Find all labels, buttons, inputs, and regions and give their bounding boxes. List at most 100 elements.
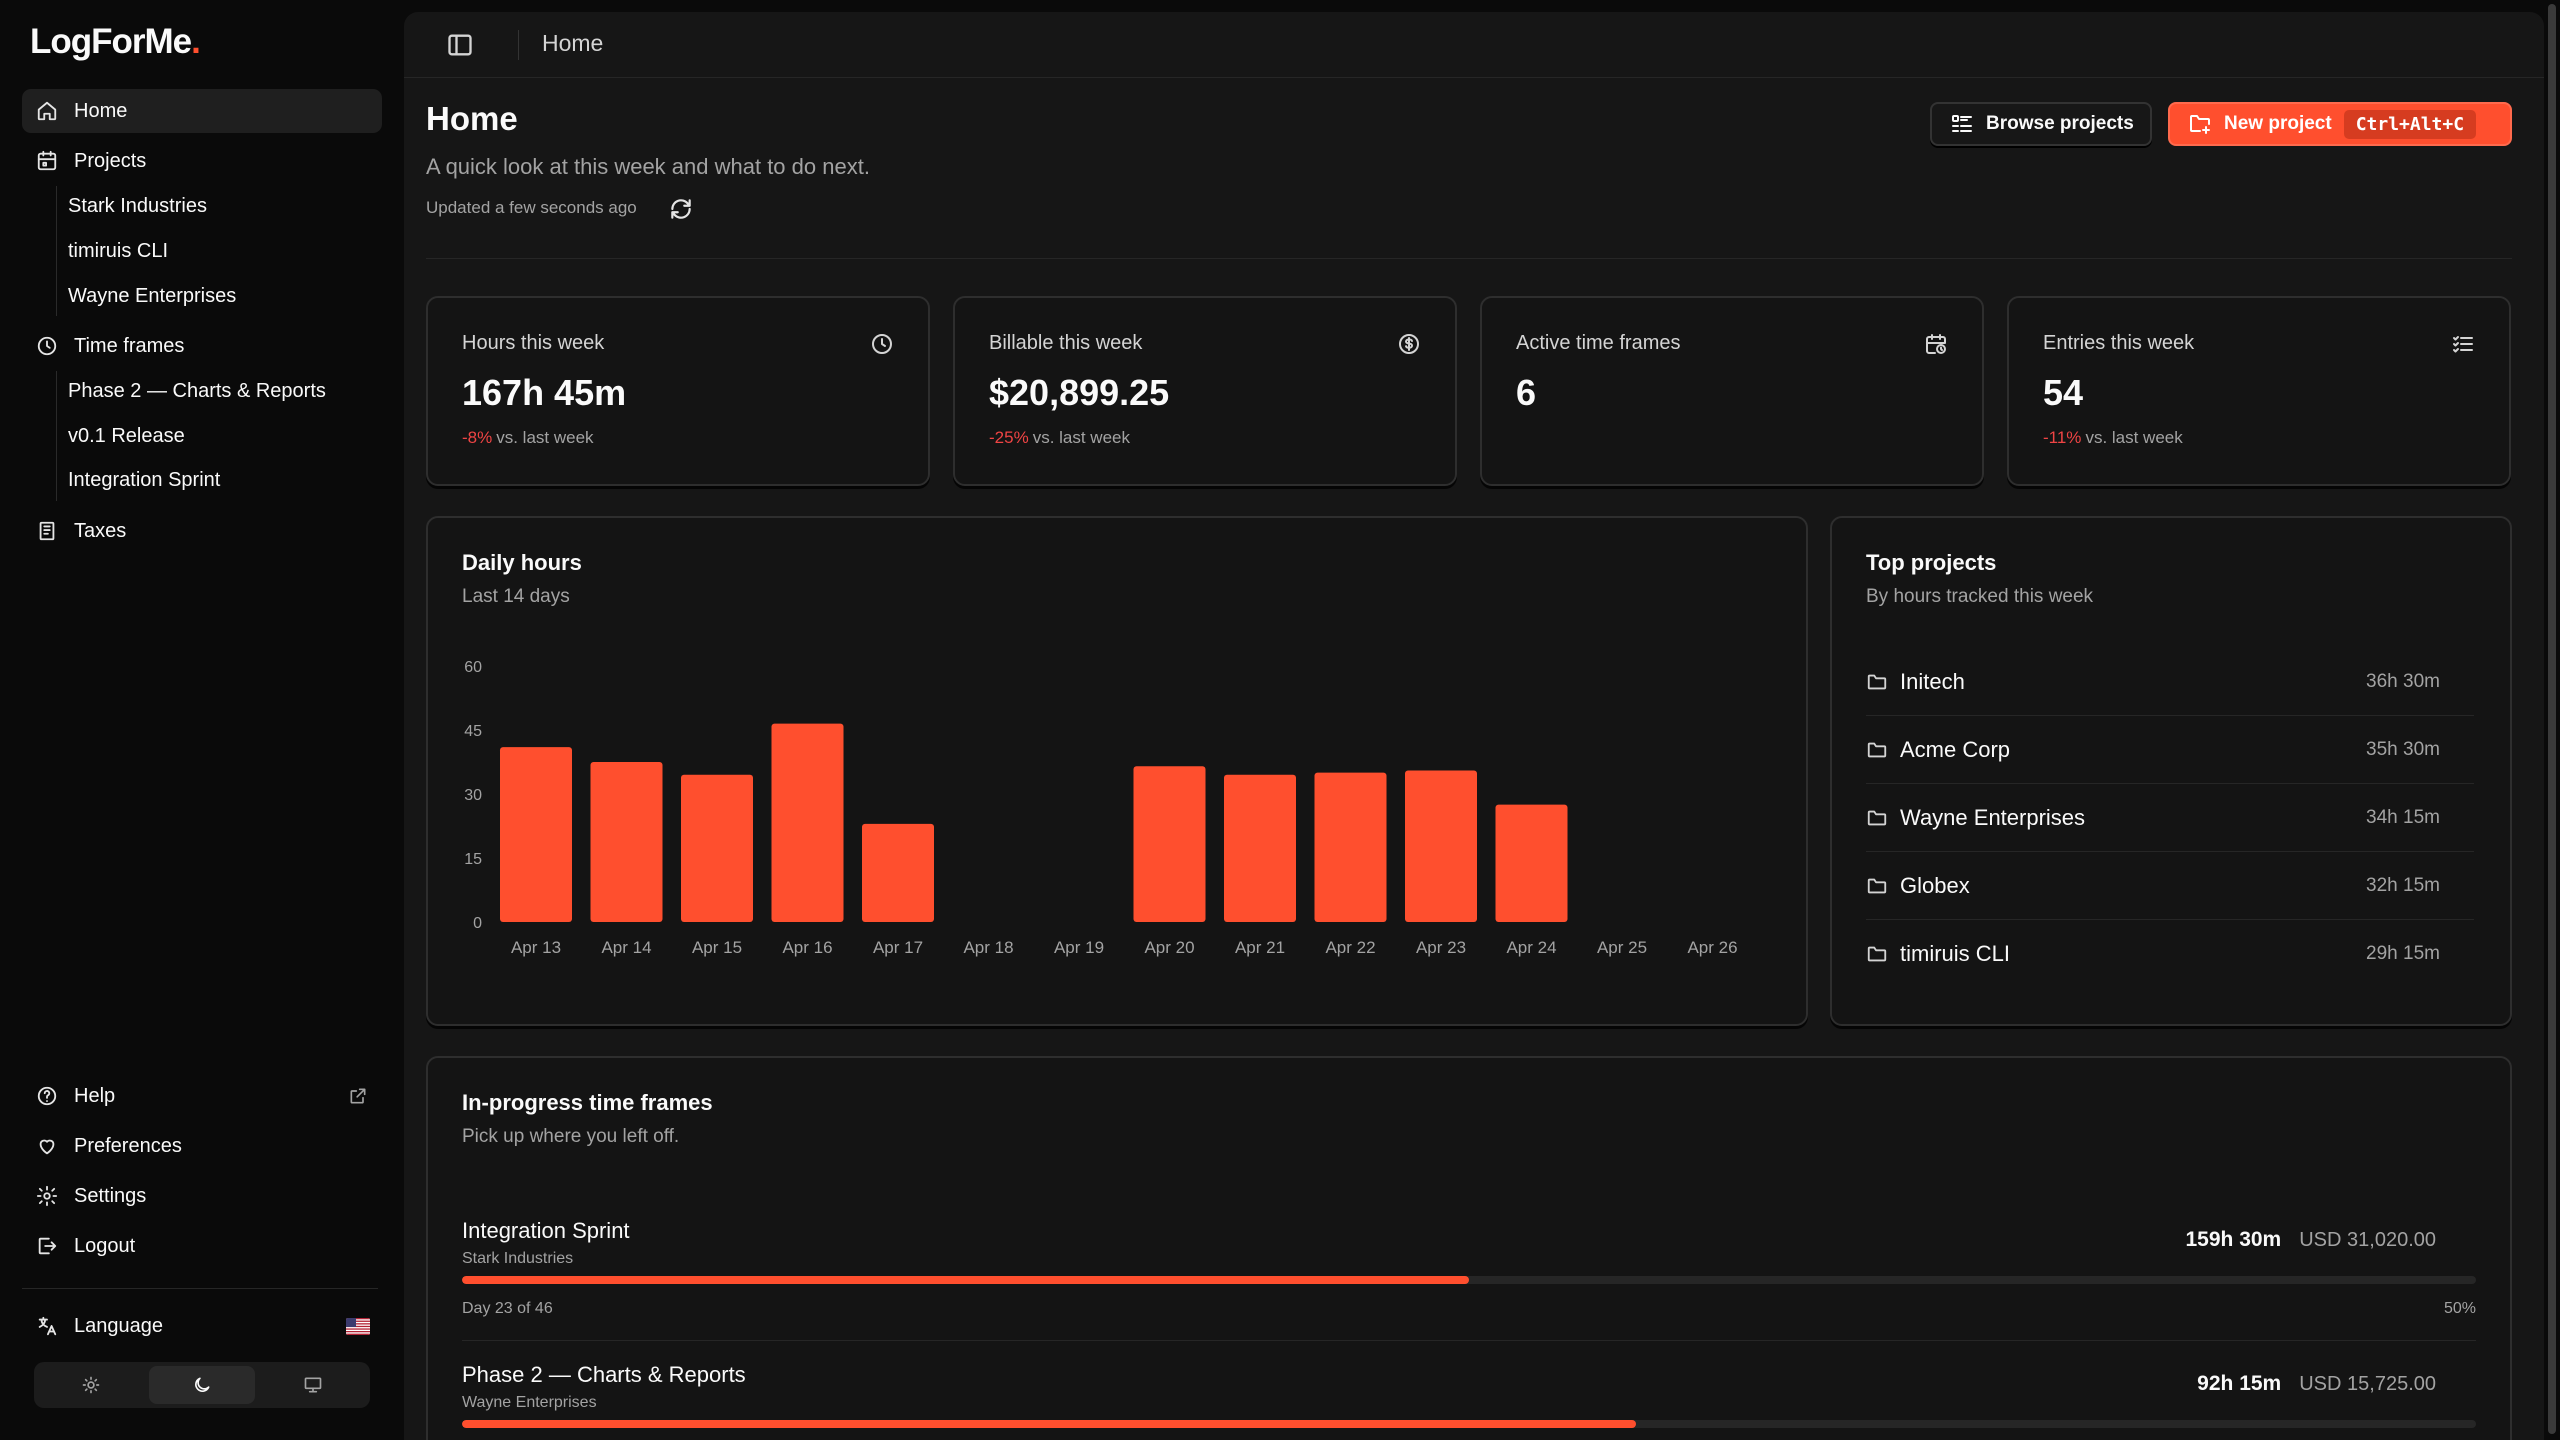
project-name: Initech	[1900, 668, 1965, 694]
sidebar-subitem-project[interactable]: Stark Industries	[68, 194, 207, 217]
time-frame-totals: 92h 15m USD 15,725.00	[2197, 1372, 2436, 1396]
stat-card-hours: Hours this week 167h 45m -8% vs. last wee…	[426, 296, 930, 486]
delta-percent: -11%	[2043, 428, 2082, 447]
theme-dark-button[interactable]	[148, 1366, 256, 1404]
tree-line	[56, 371, 57, 501]
refresh-icon[interactable]	[668, 196, 694, 222]
app-logo[interactable]: LogForMe.	[30, 22, 201, 61]
time-frame-hours: 92h 15m	[2197, 1372, 2282, 1395]
clock-icon	[872, 334, 892, 354]
top-project-row[interactable]: Globex 32h 15m	[1866, 852, 2474, 920]
stat-delta: -11% vs. last week	[2043, 428, 2183, 448]
top-bar: Home	[404, 12, 2544, 78]
theme-system-button[interactable]	[259, 1366, 366, 1404]
y-tick-label: 45	[464, 723, 482, 740]
sun-icon	[82, 1376, 100, 1394]
updated-status: Updated a few seconds ago	[426, 198, 637, 217]
bar-apr-21[interactable]	[1224, 774, 1296, 922]
receipt-icon	[39, 521, 55, 541]
x-tick-label: Apr 19	[1054, 938, 1104, 957]
sidebar-subitem-time-frame[interactable]: Integration Sprint	[68, 468, 221, 491]
bar-apr-15[interactable]	[681, 774, 753, 922]
help-circle-icon	[37, 1086, 57, 1106]
calendar-icon	[37, 150, 57, 171]
time-frame-hours: 159h 30m	[2185, 1228, 2282, 1251]
card-subtitle: By hours tracked this week	[1866, 586, 2094, 607]
y-tick-label: 0	[473, 915, 482, 932]
sidebar-item-home[interactable]: Home	[22, 89, 382, 133]
sidebar-item-projects[interactable]: Projects	[22, 139, 382, 183]
delta-suffix: vs. last week	[2085, 428, 2183, 447]
keyboard-shortcut: Ctrl+Alt+C	[2343, 109, 2477, 139]
tree-line	[56, 186, 57, 316]
x-tick-label: Apr 26	[1687, 938, 1737, 957]
card-title: Daily hours	[462, 550, 582, 575]
bar-apr-17[interactable]	[862, 823, 934, 922]
stat-value: 54	[2043, 372, 2084, 413]
list-check-icon	[2453, 336, 2473, 353]
x-tick-label: Apr 23	[1416, 938, 1466, 957]
time-frame-client: Wayne Enterprises	[462, 1394, 597, 1411]
breadcrumb: Home	[542, 30, 604, 56]
logout-icon	[38, 1237, 57, 1255]
x-tick-label: Apr 20	[1144, 938, 1194, 957]
card-title: In-progress time frames	[462, 1090, 713, 1115]
bar-apr-23[interactable]	[1405, 770, 1477, 922]
time-frame-amount: USD 15,725.00	[2299, 1373, 2436, 1395]
stat-label: Active time frames	[1516, 332, 1681, 354]
sidebar-subitem-project[interactable]: timiruis CLI	[68, 239, 169, 262]
dollar-icon	[1399, 334, 1419, 354]
bar-apr-14[interactable]	[590, 762, 663, 922]
sidebar-item-preferences[interactable]: Preferences	[22, 1124, 382, 1168]
folder-icon	[1867, 674, 1887, 689]
folder-icon	[1867, 946, 1887, 962]
bar-apr-20[interactable]	[1133, 766, 1206, 922]
progress-bar	[462, 1276, 2476, 1284]
top-project-row[interactable]: Acme Corp 35h 30m	[1866, 716, 2474, 784]
sidebar-subitem-time-frame[interactable]: v0.1 Release	[68, 424, 185, 447]
top-projects-card: Top projects By hours tracked this week …	[1830, 516, 2512, 1026]
top-project-row[interactable]: Initech 36h 30m	[1866, 648, 2474, 716]
sidebar-item-taxes[interactable]: Taxes	[22, 509, 382, 553]
sidebar-item-language[interactable]: Language	[22, 1304, 382, 1348]
stat-card-entries: Entries this week 54 -11% vs. last week	[2007, 296, 2511, 486]
top-project-row[interactable]: Wayne Enterprises 34h 15m	[1866, 784, 2474, 852]
project-name: Acme Corp	[1900, 736, 2011, 762]
sidebar-item-help[interactable]: Help	[22, 1074, 382, 1118]
time-frame-percent: 50%	[2443, 1300, 2476, 1317]
page-subtitle: A quick look at this week and what to do…	[426, 154, 870, 179]
stat-card-billable: Billable this week $20,899.25 -25% vs. la…	[953, 296, 1457, 486]
progress-fill	[462, 1420, 1637, 1428]
browse-projects-button[interactable]: Browse projects	[1930, 102, 2152, 146]
top-project-row[interactable]: timiruis CLI 29h 15m	[1866, 920, 2474, 988]
new-project-button[interactable]: New project Ctrl+Alt+C	[2168, 102, 2512, 146]
sidebar-item-label: Logout	[74, 1234, 136, 1257]
x-tick-label: Apr 22	[1325, 938, 1375, 957]
sidebar-toggle-icon[interactable]	[446, 31, 474, 59]
theme-light-button[interactable]	[38, 1366, 145, 1404]
sidebar-item-logout[interactable]: Logout	[22, 1224, 382, 1268]
sidebar-item-time-frames[interactable]: Time frames	[22, 324, 382, 368]
scrollbar-thumb[interactable]	[2548, 4, 2556, 1434]
bar-apr-22[interactable]	[1314, 772, 1387, 922]
external-link-icon	[350, 1088, 366, 1104]
bar-apr-13[interactable]	[500, 747, 572, 922]
language-icon	[38, 1316, 57, 1336]
time-frame-client: Stark Industries	[462, 1250, 574, 1267]
bar-apr-24[interactable]	[1495, 804, 1568, 922]
new-project-label: New project	[2224, 113, 2332, 134]
x-tick-label: Apr 17	[873, 938, 923, 957]
project-name: Wayne Enterprises	[1900, 804, 2086, 830]
sidebar-item-settings[interactable]: Settings	[22, 1174, 382, 1218]
topbar-divider	[518, 30, 519, 60]
card-title: Top projects	[1866, 550, 1997, 575]
stat-value: 167h 45m	[462, 372, 627, 413]
sidebar-subitem-time-frame[interactable]: Phase 2 — Charts & Reports	[68, 379, 326, 402]
stat-delta: -25% vs. last week	[989, 428, 1130, 448]
time-frame-amount: USD 31,020.00	[2299, 1229, 2436, 1251]
bar-apr-16[interactable]	[771, 723, 844, 922]
page-scrollbar[interactable]	[2544, 0, 2560, 1440]
sidebar-item-label: Settings	[74, 1184, 147, 1207]
browse-projects-label: Browse projects	[1986, 113, 2134, 134]
sidebar-subitem-project[interactable]: Wayne Enterprises	[68, 284, 237, 307]
